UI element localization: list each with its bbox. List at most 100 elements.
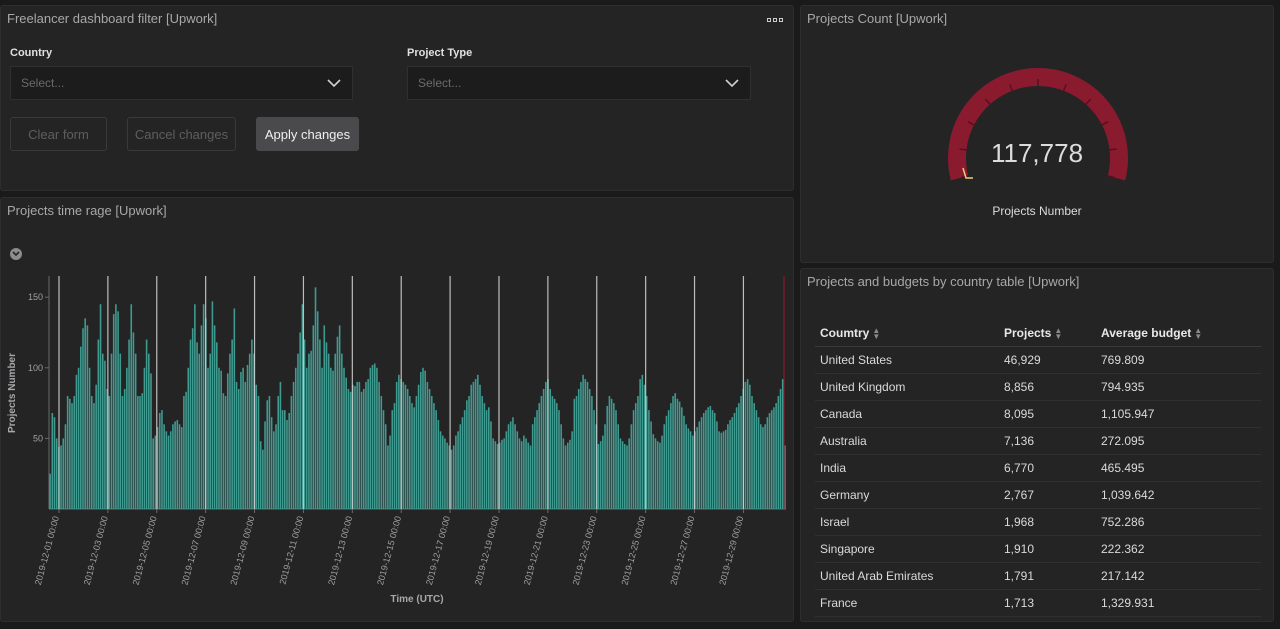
chart-bar [156, 427, 159, 509]
average-budget-cell: 769.809 [1096, 346, 1261, 374]
chart-bar [599, 441, 602, 509]
chart-bar [378, 381, 380, 509]
chart-bar [380, 396, 383, 509]
chart-bar [303, 339, 306, 509]
chart-bar [492, 438, 494, 509]
chart-bar [617, 424, 619, 509]
x-tick-label: 2019-12-27 00:00 [668, 515, 696, 586]
chart-bar [417, 384, 420, 509]
bar-chart: 50 100 150 2019-12-01 00:00 2019-12-03 00:00… [7, 276, 786, 605]
country-cell: United States [815, 346, 999, 374]
chart-bar [319, 339, 321, 509]
y-tick-label: 150 [28, 292, 43, 302]
chart-bar [639, 379, 641, 509]
chart-bar [466, 400, 468, 509]
chart-bar [115, 304, 117, 509]
average-budget-cell: 752.286 [1096, 508, 1261, 536]
chart-bar [779, 388, 782, 509]
chart-bar [213, 325, 216, 509]
chart-bar [501, 439, 503, 509]
chart-bar [729, 420, 731, 509]
chart-bar [80, 346, 82, 509]
cancel-changes-button[interactable]: Cancel changes [127, 117, 236, 151]
chart-bar [735, 407, 738, 509]
column-header-country[interactable]: Coumtry ▲ ▼ [815, 321, 999, 347]
chart-bar [393, 403, 396, 509]
chart-bar [713, 412, 716, 509]
country-label: Country [10, 47, 53, 59]
collapse-icon[interactable] [10, 248, 22, 260]
chart-bar [716, 421, 718, 509]
chart-bar [202, 304, 205, 509]
chart-bar [69, 398, 71, 509]
column-header-average-budget[interactable]: Average budget ▲ ▼ [1096, 321, 1261, 347]
chart-bar [84, 318, 86, 509]
chart-bar [439, 431, 442, 509]
chart-bar [654, 438, 657, 509]
chart-bar [345, 377, 348, 509]
chart-bar [674, 393, 677, 509]
chart-bar [634, 403, 637, 509]
chart-bar [685, 424, 687, 509]
panel-menu-icon[interactable] [767, 16, 783, 24]
project-type-select-placeholder: Select... [418, 76, 462, 90]
chart-bar [641, 374, 644, 509]
sort-icon[interactable]: ▲ ▼ [1194, 325, 1203, 341]
chart-bar [97, 339, 100, 509]
x-tick-label: 2019-12-05 00:00 [131, 515, 159, 586]
chart-bar [121, 396, 124, 509]
chart-bar [705, 410, 707, 509]
chart-bar [560, 424, 562, 509]
sort-icon[interactable]: ▲ ▼ [1054, 325, 1063, 341]
chart-bar [301, 304, 304, 509]
chart-bar [288, 412, 290, 509]
gauge-tick [1107, 175, 1115, 179]
chart-bar [711, 410, 714, 509]
chart-bar [240, 372, 242, 509]
project-type-select[interactable]: Select... [407, 66, 751, 100]
gauge-panel: Projects Count [Upwork] 117,778 Projects… [800, 5, 1274, 263]
country-cell: India [815, 454, 999, 482]
projects-cell: 1,968 [999, 508, 1096, 536]
average-budget-cell: 272.095 [1096, 427, 1261, 455]
chart-bar [259, 441, 262, 509]
chart-bar [290, 396, 293, 509]
apply-changes-button[interactable]: Apply changes [256, 117, 359, 151]
chart-bar [150, 373, 152, 509]
chart-bar [233, 308, 236, 509]
table-row: United Arab Emirates 1,791 217.142 [815, 562, 1261, 590]
chart-bar [165, 431, 168, 509]
chart-bar [428, 388, 431, 509]
gauge-needle-marker [962, 167, 973, 179]
chart-bar [709, 405, 712, 509]
chart-bar [503, 438, 505, 509]
gauge-tick [1062, 83, 1067, 91]
chart-bar [650, 421, 652, 509]
chart-bar [757, 417, 760, 509]
chart-bar [610, 398, 613, 509]
chart-bar [545, 381, 547, 509]
chart-bar [189, 339, 192, 509]
y-axis-label: Projects Number [7, 353, 18, 433]
chart-bar [645, 396, 648, 509]
chart-bar [626, 445, 628, 509]
table-row: Australia 7,136 272.095 [815, 427, 1261, 455]
sort-icon[interactable]: ▲ ▼ [872, 325, 881, 341]
chart-panel: Projects time rage [Upwork] 50 100 150 2019… [0, 197, 794, 622]
chart-bar [516, 431, 519, 509]
projects-cell: 1,910 [999, 535, 1096, 563]
chart-bar [415, 396, 418, 509]
country-select[interactable]: Select... [10, 66, 353, 100]
chart-bar [180, 427, 183, 509]
table-header-row: Coumtry ▲ ▼ Projects ▲ ▼ Average budget ▲ ▼ [815, 321, 1261, 347]
clear-form-button[interactable]: Clear form [10, 117, 107, 151]
table-row: Canada 8,095 1,105.947 [815, 400, 1261, 428]
chart-bar [424, 370, 426, 509]
chart-bar [455, 435, 457, 509]
column-header-projects[interactable]: Projects ▲ ▼ [999, 321, 1096, 347]
chart-bar [474, 379, 477, 509]
average-budget-cell: 222.362 [1096, 535, 1261, 563]
chart-bar [551, 396, 554, 509]
chart-bar [573, 398, 576, 509]
chart-bar [139, 396, 141, 509]
